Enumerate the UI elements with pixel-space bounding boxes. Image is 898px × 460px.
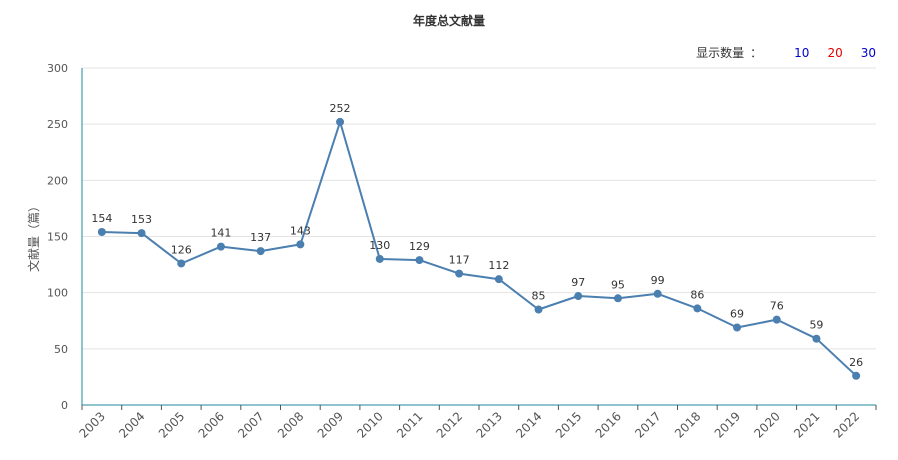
x-tick-label: 2003 bbox=[76, 409, 107, 440]
y-tick-label: 150 bbox=[47, 231, 68, 244]
data-label: 129 bbox=[409, 240, 430, 253]
data-point bbox=[216, 242, 225, 251]
display-count-option-10[interactable]: 10 bbox=[794, 46, 810, 60]
data-label: 252 bbox=[330, 102, 351, 115]
data-label: 137 bbox=[250, 231, 271, 244]
x-tick-label: 2018 bbox=[672, 409, 703, 440]
y-tick-label: 50 bbox=[54, 343, 68, 356]
data-point bbox=[296, 240, 305, 249]
data-label: 112 bbox=[488, 259, 509, 272]
data-point bbox=[97, 228, 106, 237]
x-tick-label: 2009 bbox=[315, 409, 346, 440]
y-tick-label: 0 bbox=[61, 399, 68, 412]
data-label: 59 bbox=[809, 319, 823, 332]
data-label: 85 bbox=[532, 290, 546, 303]
data-label: 117 bbox=[449, 254, 470, 267]
data-point bbox=[613, 294, 622, 303]
data-point bbox=[852, 371, 861, 380]
chart-title: 年度总文献量 bbox=[412, 14, 485, 28]
data-point bbox=[256, 247, 265, 256]
data-point bbox=[812, 334, 821, 343]
data-point bbox=[653, 289, 662, 298]
data-point bbox=[177, 259, 186, 268]
data-point bbox=[375, 254, 384, 263]
x-tick-label: 2020 bbox=[751, 409, 782, 440]
data-point bbox=[772, 315, 781, 324]
x-tick-label: 2014 bbox=[513, 409, 544, 440]
data-label: 154 bbox=[91, 212, 112, 225]
data-label: 95 bbox=[611, 278, 625, 291]
y-tick-label: 200 bbox=[47, 174, 68, 187]
x-tick-label: 2021 bbox=[791, 409, 822, 440]
x-tick-label: 2015 bbox=[553, 409, 584, 440]
data-label: 141 bbox=[210, 227, 231, 240]
data-label: 97 bbox=[571, 276, 585, 289]
data-point bbox=[336, 117, 345, 126]
display-count-colon: ： bbox=[750, 46, 763, 60]
data-point bbox=[574, 292, 583, 301]
series-line bbox=[101, 120, 857, 377]
data-point bbox=[494, 275, 503, 284]
data-label: 153 bbox=[131, 213, 152, 226]
data-point bbox=[733, 323, 742, 332]
x-tick-label: 2008 bbox=[275, 409, 306, 440]
display-count-label: 显示数量 bbox=[696, 46, 745, 60]
x-tick-label: 2005 bbox=[156, 409, 187, 440]
display-count-option-20[interactable]: 20 bbox=[827, 46, 843, 60]
x-tick-label: 2007 bbox=[235, 409, 266, 440]
display-count-option-30[interactable]: 30 bbox=[860, 46, 876, 60]
x-tick-label: 2019 bbox=[712, 409, 743, 440]
y-tick-label: 300 bbox=[47, 62, 68, 75]
x-tick-label: 2016 bbox=[593, 409, 624, 440]
x-tick-label: 2017 bbox=[632, 409, 663, 440]
x-tick-label: 2012 bbox=[434, 409, 465, 440]
data-label: 143 bbox=[290, 224, 311, 237]
data-label: 130 bbox=[369, 239, 390, 252]
data-point bbox=[455, 269, 464, 278]
data-label: 99 bbox=[651, 274, 665, 287]
data-label: 126 bbox=[171, 243, 192, 256]
x-tick-label: 2010 bbox=[354, 409, 385, 440]
x-tick-label: 2004 bbox=[116, 409, 147, 440]
x-tick-label: 2011 bbox=[394, 409, 425, 440]
y-tick-label: 250 bbox=[47, 118, 68, 131]
data-point bbox=[415, 256, 424, 265]
data-point bbox=[693, 304, 702, 313]
y-tick-label: 100 bbox=[47, 287, 68, 300]
data-label: 86 bbox=[690, 288, 704, 301]
y-axis-label: 文献量（篇） bbox=[26, 200, 41, 272]
data-label: 76 bbox=[770, 300, 784, 313]
data-point bbox=[534, 305, 543, 314]
x-tick-label: 2006 bbox=[196, 409, 227, 440]
display-count-selector: 显示数量 ： 10 20 30 bbox=[696, 44, 876, 61]
data-label: 69 bbox=[730, 307, 744, 320]
x-tick-label: 2013 bbox=[473, 409, 504, 440]
data-point bbox=[137, 229, 146, 238]
data-label: 26 bbox=[849, 356, 863, 369]
x-tick-label: 2022 bbox=[831, 409, 862, 440]
